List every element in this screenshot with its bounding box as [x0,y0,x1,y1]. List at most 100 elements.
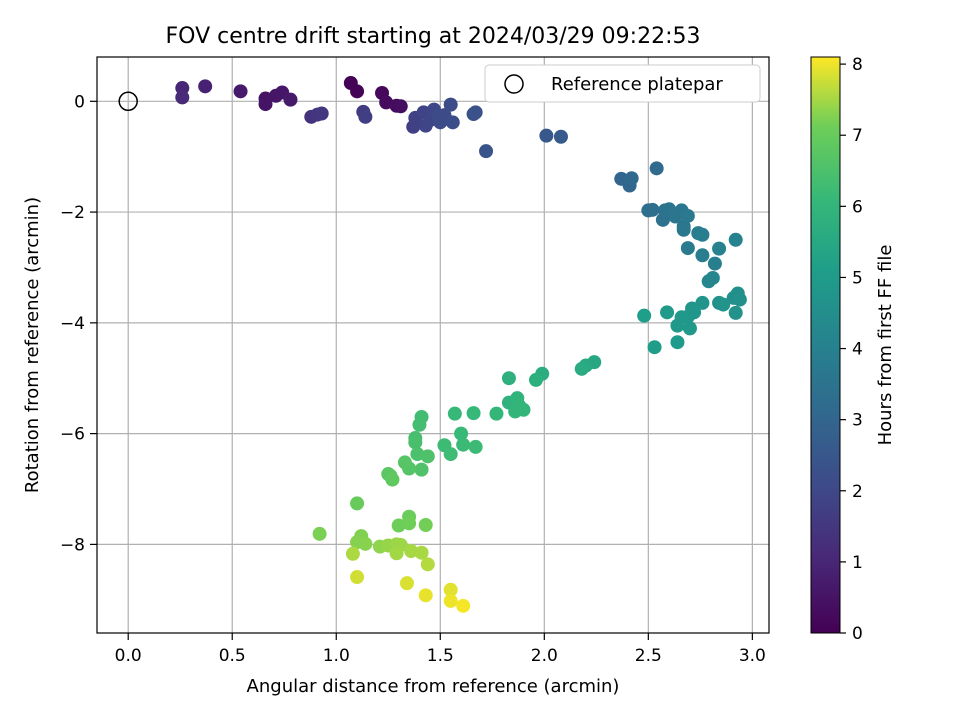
data-point [479,144,494,159]
colorbar-tick-label: 1 [852,553,863,573]
data-point [645,202,660,217]
data-point [649,161,664,176]
data-point [680,208,695,223]
grid [97,57,769,633]
data-point [716,297,731,312]
colorbar-ticks: 0 1 2 3 4 5 6 7 8 [840,55,863,644]
y-tick-label: 0 [74,92,85,112]
data-point [175,90,190,105]
data-point [728,232,743,247]
reference-marker [118,91,138,112]
data-point [489,406,504,421]
data-point [539,128,554,143]
colorbar-tick-label: 4 [852,340,863,360]
x-tick-label: 3.0 [739,646,766,666]
y-tick-label: −6 [60,425,85,445]
colorbar-label: Hours from first FF file [875,245,896,446]
data-point [358,109,373,124]
data-point [420,557,435,572]
y-tick-label: −8 [60,535,85,555]
data-point [350,570,365,585]
x-tick-label: 1.0 [323,646,350,666]
legend-marker [504,74,524,94]
data-point [408,435,423,450]
data-point [445,115,460,130]
data-point [414,545,429,560]
legend-entry-label: Reference platepar [551,74,723,95]
data-point [418,588,433,603]
scatter-points [175,76,747,613]
data-point [707,256,722,271]
data-point [410,447,425,462]
data-point [402,516,417,531]
data-point [420,449,435,464]
data-point [358,536,373,551]
data-point [682,321,697,336]
data-point [399,576,414,591]
data-point [456,598,471,613]
data-point [412,417,427,432]
data-point [198,79,213,94]
colorbar-tick-label: 6 [852,197,863,217]
data-point [443,97,458,112]
data-point [350,84,365,99]
colorbar-gradient [810,56,841,634]
data-point [528,372,543,387]
colorbar-tick-label: 7 [852,126,863,146]
data-point [695,248,710,263]
y-tick-label: −2 [60,203,85,223]
data-point [404,544,419,559]
data-point [624,171,639,186]
data-point [680,241,695,256]
data-point [732,292,747,307]
x-tick-label: 0.5 [219,646,246,666]
data-point [660,305,675,320]
colorbar-tick-label: 2 [852,482,863,502]
colorbar-tick-label: 0 [852,624,863,644]
data-point [516,402,531,417]
data-point [447,406,462,421]
data-point [393,99,408,114]
data-point [695,227,710,242]
colorbar-tick-label: 8 [852,55,863,75]
data-point [468,105,483,120]
data-point [466,406,481,421]
data-point [443,582,458,597]
x-tick-label: 2.0 [531,646,558,666]
data-point [389,546,404,561]
data-point [705,270,720,285]
x-tick-label: 1.5 [427,646,454,666]
data-point [468,439,483,454]
data-point [443,447,458,462]
data-point [670,335,685,350]
data-point [695,295,710,310]
data-point [574,361,589,376]
data-point [712,241,727,256]
data-point [391,518,406,533]
data-point [553,129,568,144]
data-point [501,371,516,386]
data-point [397,455,412,470]
data-point [443,593,458,608]
data-point [385,472,400,487]
data-point [637,308,652,323]
data-point [670,318,685,333]
data-point [414,462,429,477]
y-tick-label: −4 [60,314,85,334]
data-point [233,84,248,99]
x-tick-label: 0.0 [115,646,142,666]
data-point [283,92,298,107]
data-point [676,222,691,237]
colorbar-tick-label: 3 [852,411,863,431]
colorbar-tick-label: 5 [852,268,863,288]
colorbar: 0 1 2 3 4 5 6 7 8 Hours from first FF file [810,55,896,644]
data-point [258,97,273,112]
x-axis: 0.0 0.5 1.0 1.5 2.0 2.5 3.0 [115,633,766,666]
y-axis: 0 −2 −4 −6 −8 [60,92,97,555]
data-point [345,546,360,561]
data-point [454,426,469,441]
data-point [647,340,662,355]
plot-frame [96,56,770,634]
data-point [456,437,471,452]
